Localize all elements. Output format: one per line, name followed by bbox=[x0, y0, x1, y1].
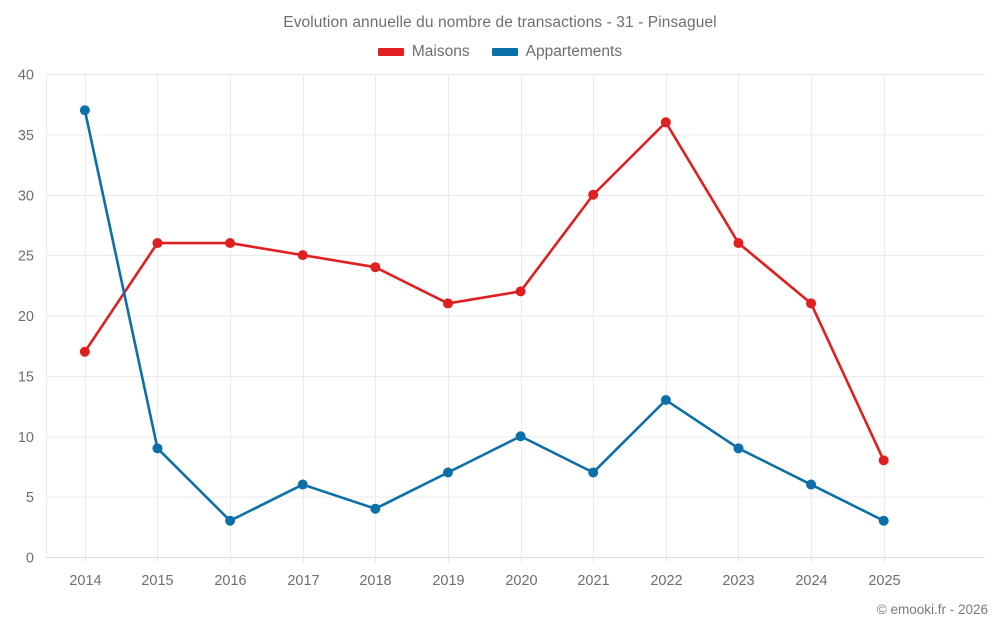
y-tick-label: 15 bbox=[18, 369, 34, 385]
y-tick-label: 30 bbox=[18, 188, 34, 204]
y-tick-label: 10 bbox=[18, 430, 34, 446]
data-point-appartements-2017[interactable] bbox=[297, 479, 308, 490]
legend-label-maisons: Maisons bbox=[411, 43, 470, 60]
data-point-appartements-2015[interactable] bbox=[152, 443, 163, 454]
data-point-appartements-2014[interactable] bbox=[79, 105, 90, 116]
data-point-maisons-2021[interactable] bbox=[588, 189, 599, 200]
data-point-appartements-2025[interactable] bbox=[878, 515, 889, 526]
x-tick-label: 2015 bbox=[141, 573, 173, 589]
x-tick-label: 2021 bbox=[577, 573, 609, 589]
data-point-maisons-2014[interactable] bbox=[79, 346, 90, 357]
data-point-maisons-2024[interactable] bbox=[806, 298, 817, 309]
data-point-appartements-2018[interactable] bbox=[370, 503, 381, 514]
series-line-maisons bbox=[83, 121, 885, 462]
data-point-maisons-2018[interactable] bbox=[370, 262, 381, 273]
data-point-appartements-2020[interactable] bbox=[515, 431, 526, 442]
x-tick-label: 2014 bbox=[69, 573, 101, 589]
footer-credit: © emooki.fr - 2026 bbox=[876, 602, 988, 617]
x-tick-label: 2024 bbox=[795, 573, 827, 589]
data-point-maisons-2015[interactable] bbox=[152, 238, 163, 249]
x-tick-label: 2023 bbox=[722, 573, 754, 589]
x-tick-label: 2016 bbox=[214, 573, 246, 589]
x-tick-label: 2018 bbox=[359, 573, 391, 589]
legend-item-maisons[interactable]: Maisons bbox=[377, 43, 470, 61]
data-point-appartements-2021[interactable] bbox=[588, 467, 599, 478]
x-tick-label: 2020 bbox=[505, 573, 537, 589]
y-tick-label: 0 bbox=[26, 551, 34, 567]
legend-label-appartements: Appartements bbox=[525, 43, 623, 60]
x-tick-label: 2019 bbox=[432, 573, 464, 589]
data-point-maisons-2019[interactable] bbox=[442, 298, 453, 309]
y-tick-label: 40 bbox=[18, 68, 34, 84]
chart-legend: Maisons Appartements bbox=[0, 43, 1000, 61]
data-point-maisons-2023[interactable] bbox=[733, 238, 744, 249]
data-point-appartements-2019[interactable] bbox=[442, 467, 453, 478]
legend-item-appartements[interactable]: Appartements bbox=[491, 43, 623, 61]
legend-swatch-appartements bbox=[491, 48, 518, 56]
data-point-appartements-2024[interactable] bbox=[806, 479, 817, 490]
data-point-maisons-2020[interactable] bbox=[515, 286, 526, 297]
data-point-appartements-2016[interactable] bbox=[225, 515, 236, 526]
legend-swatch-maisons bbox=[377, 48, 404, 56]
chart-title: Evolution annuelle du nombre de transact… bbox=[283, 14, 717, 31]
x-tick-label: 2017 bbox=[287, 573, 319, 589]
data-point-maisons-2017[interactable] bbox=[297, 250, 308, 261]
data-point-appartements-2023[interactable] bbox=[733, 443, 744, 454]
y-tick-label: 5 bbox=[26, 490, 34, 506]
data-point-maisons-2022[interactable] bbox=[660, 117, 671, 128]
x-tick-label: 2025 bbox=[868, 573, 900, 589]
y-tick-label: 25 bbox=[18, 249, 34, 265]
data-point-maisons-2016[interactable] bbox=[225, 238, 236, 249]
y-tick-label: 35 bbox=[18, 128, 34, 144]
series-line-appartements bbox=[83, 108, 885, 523]
data-point-appartements-2022[interactable] bbox=[660, 395, 671, 406]
data-point-maisons-2025[interactable] bbox=[878, 455, 889, 466]
x-tick-label: 2022 bbox=[650, 573, 682, 589]
y-tick-label: 20 bbox=[18, 309, 34, 325]
